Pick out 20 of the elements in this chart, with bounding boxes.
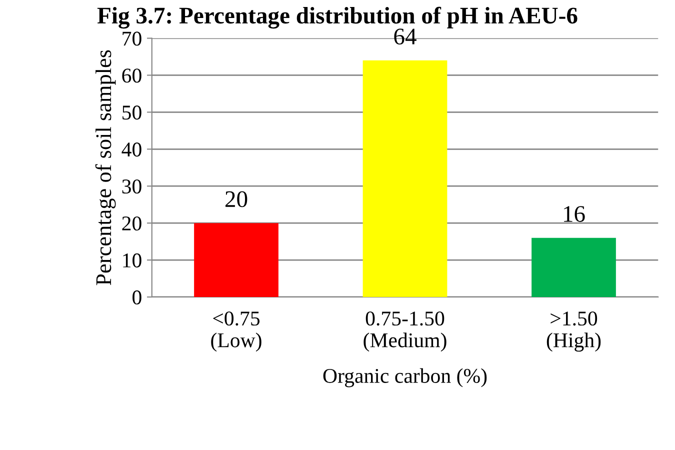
y-tick-label: 0 <box>132 290 142 304</box>
data-label: 64 <box>394 28 416 45</box>
chart-title: Fig 3.7: Percentage distribution of pH in AEU-6 <box>97 6 578 29</box>
y-tick-label: 40 <box>122 142 142 157</box>
bar <box>362 60 448 297</box>
x-tick-label: >1.50 (High) <box>546 311 601 352</box>
bar <box>532 238 616 297</box>
y-tick-label: 20 <box>122 216 142 231</box>
y-axis-title: Percentage of soil samples <box>95 50 116 286</box>
y-tick-label: 50 <box>122 106 142 120</box>
x-tick-label: <0.75 (Low) <box>211 311 262 352</box>
y-tick-label: 30 <box>122 179 142 194</box>
y-tick-label: 10 <box>123 253 142 268</box>
y-tick-label: 70 <box>122 32 142 46</box>
data-label: 16 <box>564 206 585 222</box>
y-tick-label: 60 <box>122 68 142 83</box>
x-tick-label: 0.75-1.50 (Medium) <box>364 311 446 352</box>
data-label: 20 <box>225 191 248 208</box>
x-axis-title: Organic carbon (%) <box>323 368 487 388</box>
bar <box>194 223 278 297</box>
